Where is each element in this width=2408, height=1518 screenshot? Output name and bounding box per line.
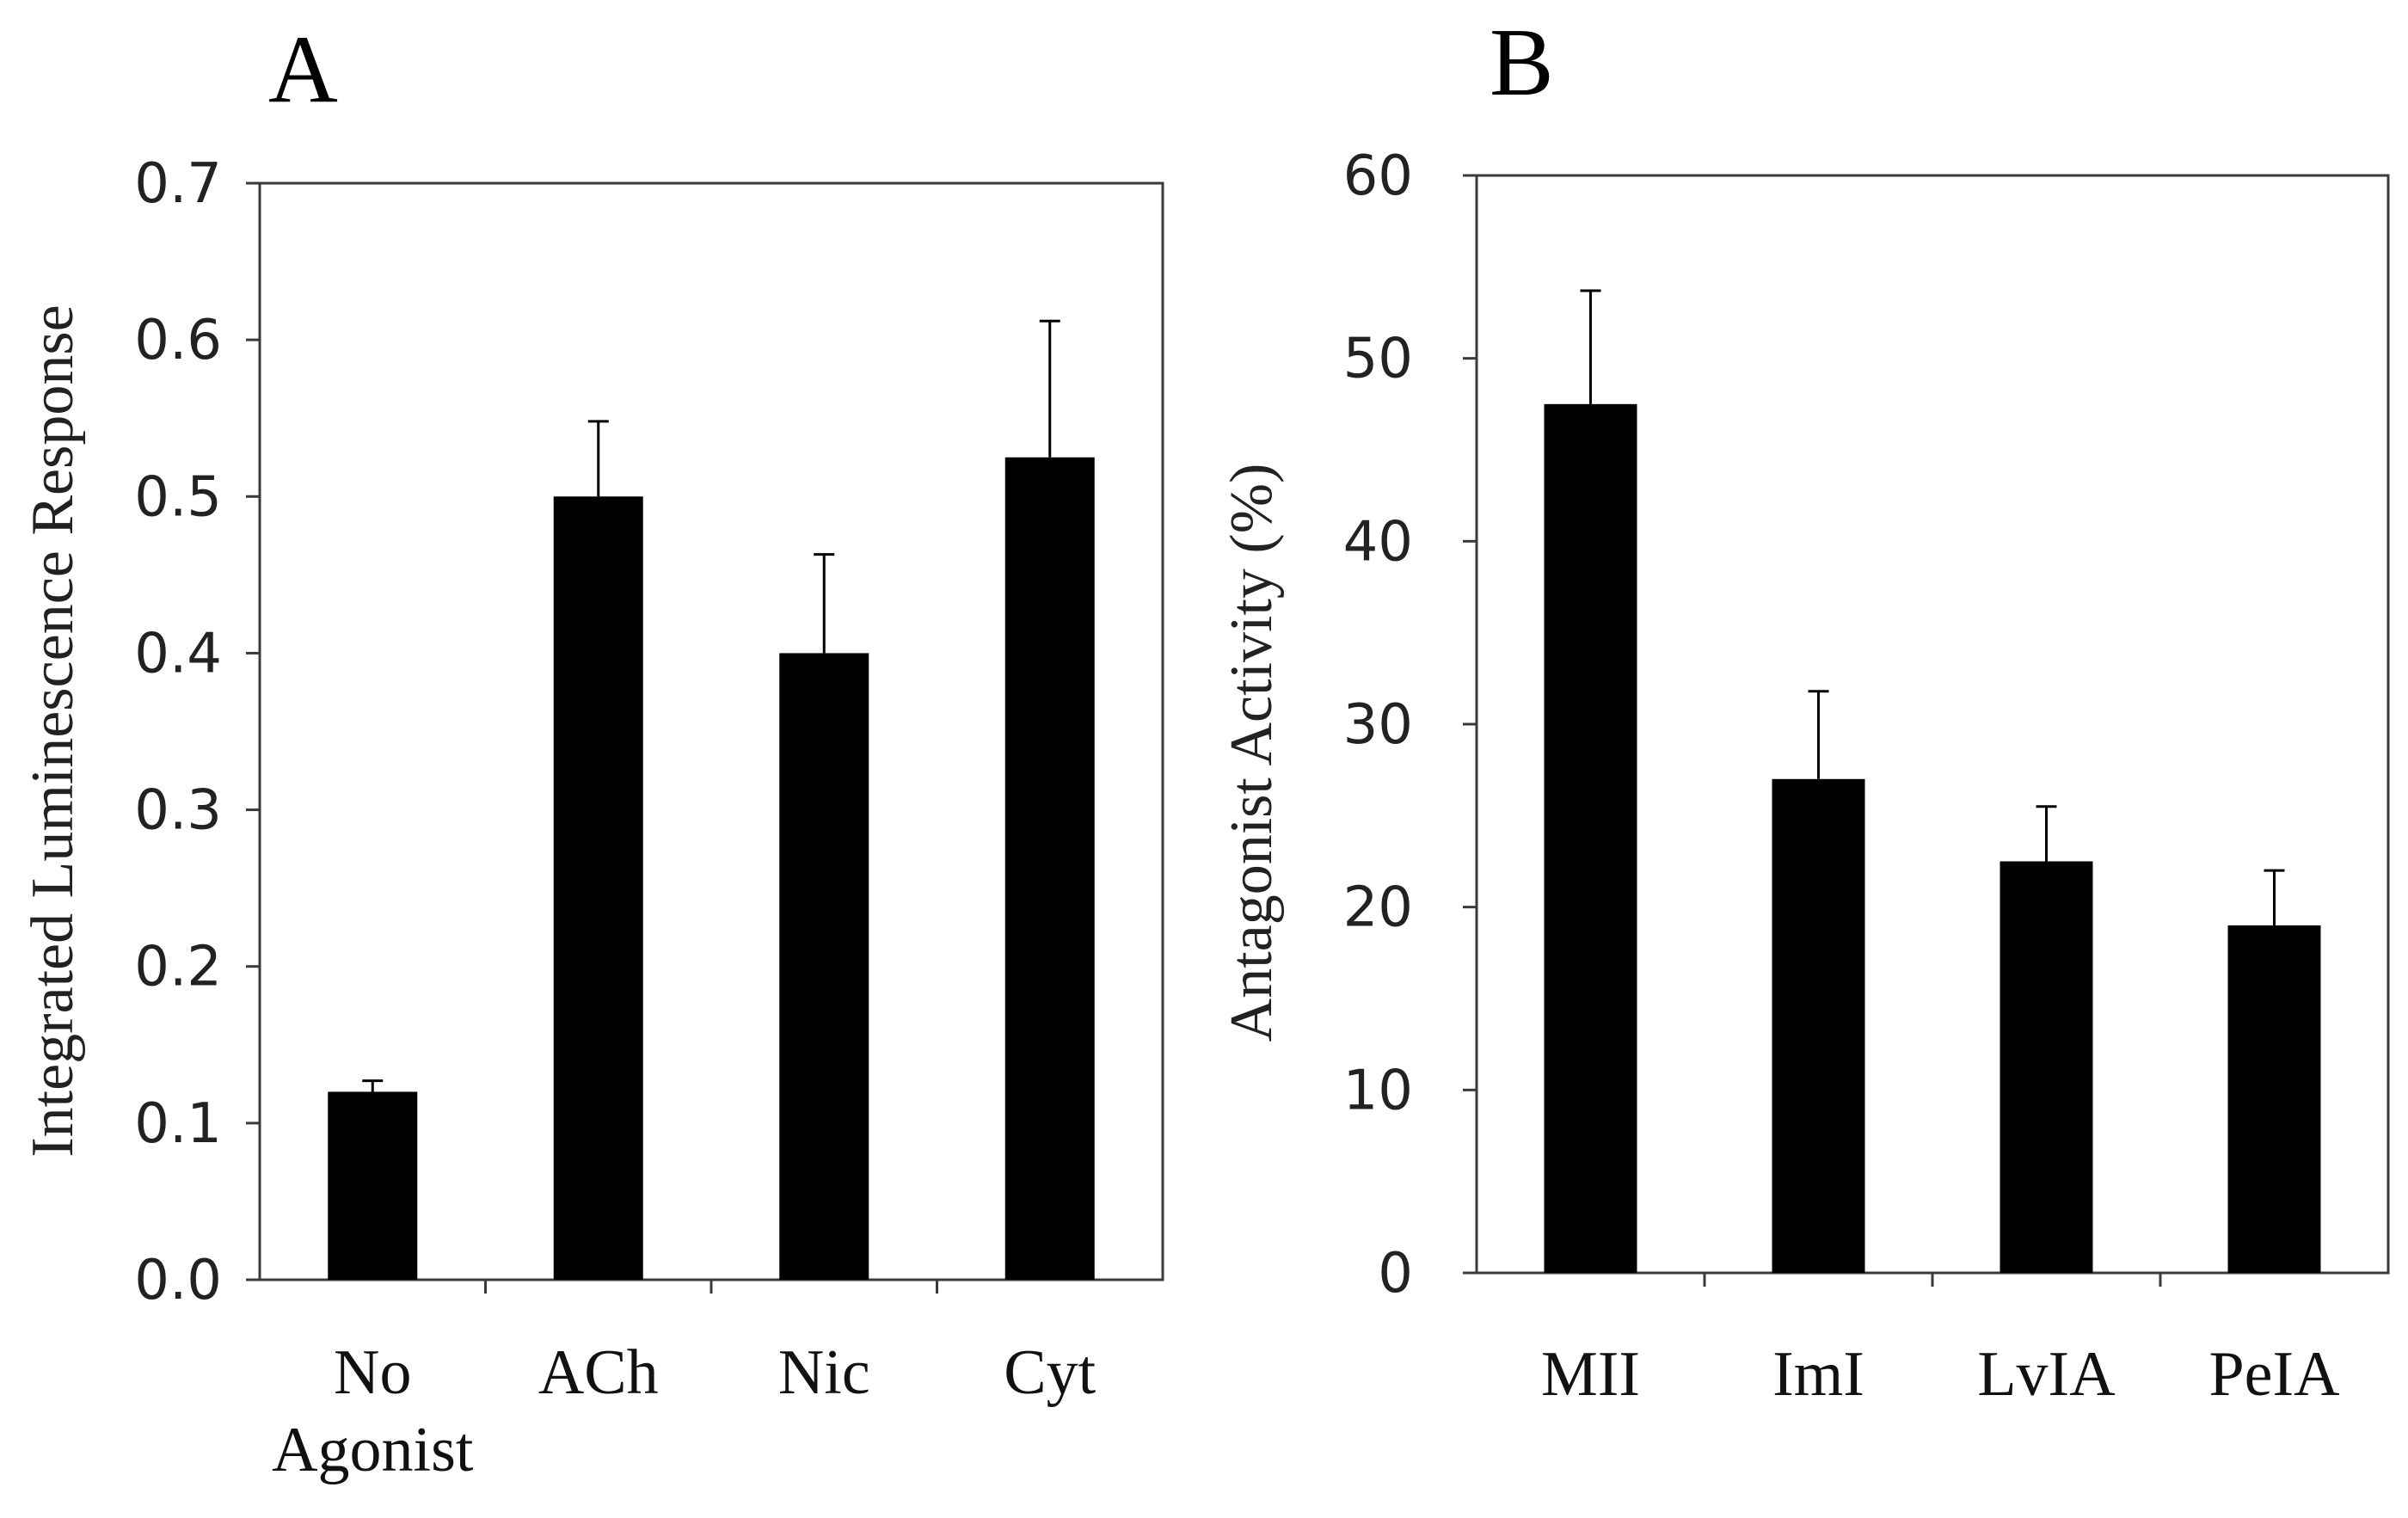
x-labels-b: MII ImI LvIA PeIA	[1541, 1339, 2340, 1410]
panel-letter-b: B	[1490, 9, 1554, 116]
y-tick-label: 20	[1343, 876, 1413, 940]
y-tick-label: 0.1	[134, 1092, 222, 1156]
x-tick-label: ACh	[538, 1337, 659, 1408]
x-tick-label: MII	[1541, 1339, 1640, 1410]
x-tick-label: Nic	[778, 1337, 870, 1408]
bars-b	[1544, 403, 2321, 1273]
bar	[328, 1091, 418, 1280]
x-tick-label: Cyt	[1004, 1337, 1096, 1408]
bar	[1004, 457, 1095, 1280]
error-bars-a	[362, 319, 1060, 1092]
bars-a	[328, 457, 1095, 1280]
y-tick-label: 0.6	[134, 309, 222, 372]
bar	[779, 653, 869, 1280]
bar	[2227, 925, 2321, 1273]
y-tick-label: 60	[1343, 144, 1413, 208]
bar	[2000, 861, 2093, 1273]
bar	[1772, 778, 1865, 1273]
y-axis-title-b: Antagonist Activity (%)	[1219, 464, 1285, 1042]
chart-b: B Antagonist Activity (%) 0102030405060 …	[1219, 9, 2390, 1410]
x-tick-label: LvIA	[1977, 1339, 2115, 1410]
y-tick-label: 0.0	[134, 1249, 222, 1312]
y-tick-label: 0.2	[134, 936, 222, 999]
y-tick-label: 10	[1343, 1059, 1413, 1122]
x-tick-label: No	[334, 1337, 411, 1408]
bar	[553, 496, 643, 1280]
y-ticks-a: 0.0 0.1 0.2 0.3 0.4 0.5 0.6 0.7	[134, 152, 260, 1312]
y-tick-label: 0	[1378, 1242, 1413, 1306]
y-tick-label: 0.7	[134, 152, 222, 216]
x-tick-label: ImI	[1772, 1339, 1864, 1410]
y-tick-label: 0.4	[134, 622, 222, 685]
y-tick-label: 0.5	[134, 465, 222, 529]
x-tick-label: Agonist	[272, 1415, 474, 1485]
x-ticks-a	[484, 1280, 938, 1294]
error-bars-b	[1580, 289, 2285, 925]
y-tick-label: 0.3	[134, 779, 222, 843]
y-ticks-b: 0 10 20 30 40 50 60	[1343, 144, 1477, 1306]
x-tick-label: PeIA	[2208, 1339, 2339, 1410]
bar	[1544, 403, 1637, 1273]
y-tick-label: 30	[1343, 693, 1413, 757]
y-tick-label: 40	[1343, 510, 1413, 574]
chart-a: A Integrated Luminescence Response 0.00.…	[20, 16, 1164, 1485]
x-ticks-b	[1703, 1273, 2162, 1287]
panel-letter-a: A	[268, 16, 338, 123]
y-tick-label: 50	[1343, 328, 1413, 391]
y-axis-title-a: Integrated Luminescence Response	[20, 304, 86, 1157]
